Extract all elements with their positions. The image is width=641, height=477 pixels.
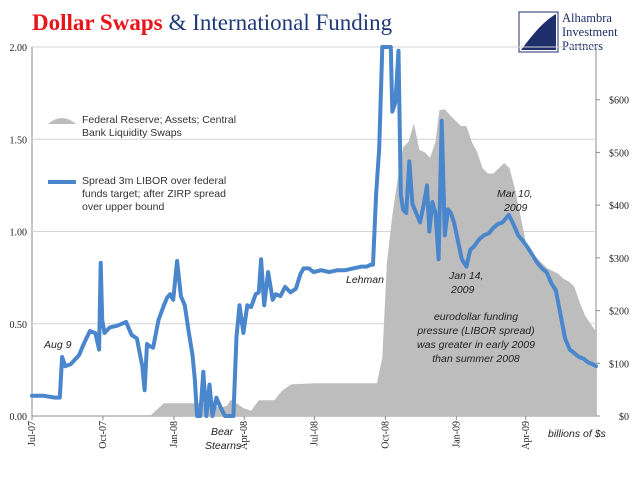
annotation-mar10-line-1: Mar 10, [497,188,533,200]
y-left-tick-label: 2.00 [10,43,28,54]
y-left-tick-label: 0.00 [10,412,28,423]
legend-label-line-line-1: Spread 3m LIBOR over federal [82,175,226,187]
brand-name-line-1: Alhambra [562,11,612,25]
x-tick-label: Jan-09 [451,421,462,448]
x-tick-label: Jul-07 [27,421,38,446]
axes: 0.00 0.50 1.00 1.50 2.00 $0 $100 $200 $300 $400 $5… [10,43,630,450]
annotation-note-line-4: than summer 2008 [432,353,520,365]
legend-swatch-area [48,118,76,124]
y-right-tick-label: $200 [609,307,629,318]
legend-label-line-line-2: funds target; after ZIRP spread [82,188,226,200]
y-left-tick-label: 1.50 [10,135,28,146]
series-line-libor-spread [30,45,598,418]
y-right-tick-label: $600 [609,96,629,107]
x-tick-label: Oct-07 [98,421,109,449]
y-right-tick-label: $400 [609,201,629,212]
chart-title-red: Dollar Swaps [32,10,163,35]
annotation-mar10-line-2: 2009 [503,202,528,214]
x-tick-label: Apr-09 [521,421,532,450]
annotation-aug9: Aug 9 [43,339,72,351]
legend: Federal Reserve; Assets; Central Bank Li… [48,114,236,213]
x-tick-label: Apr-08 [239,421,250,450]
annotation-jan14-line-1: Jan 14, [448,270,483,282]
legend-label-area-line-2: Bank Liquidity Swaps [82,127,182,139]
annotation-jan14-line-2: 2009 [450,284,475,296]
legend-label-line-line-3: over upper bound [82,201,164,213]
y-left-tick-label: 1.00 [10,228,28,239]
annotation-bear-line-1: Bear [211,426,234,438]
spread-line-layer [30,45,598,418]
right-axis-unit-label: billions of $s [548,428,607,440]
annotation-note-line-1: eurodollar funding [434,311,518,323]
x-tick-label: Jan-08 [169,421,180,448]
y-left-tick-label: 0.50 [10,320,28,331]
x-tick-label: Jul-08 [309,421,320,446]
annotation-note-line-3: was greater in early 2009 [417,339,535,351]
legend-label-area-line-1: Federal Reserve; Assets; Central [82,114,236,126]
annotation-lehman: Lehman [346,274,384,286]
swaps-area-layer [32,109,596,416]
chart-title: Dollar Swaps & International Funding [32,10,393,35]
brand-swoosh-icon [521,14,556,50]
series-area-swaps [32,109,596,416]
x-tick-label: Oct-08 [380,421,391,449]
y-right-tick-label: $100 [609,359,629,370]
brand-name-line-2: Investment [562,25,618,39]
brand-logo: Alhambra Investment Partners [518,11,618,53]
brand-name-line-3: Partners [562,39,603,53]
annotation-bear-line-2: Stearns [205,440,242,452]
annotation-note-line-2: pressure (LIBOR spread) [416,325,534,337]
chart-title-rest: & International Funding [169,10,393,35]
y-right-tick-label: $500 [609,148,629,159]
y-right-tick-label: $300 [609,254,629,265]
y-right-tick-label: $0 [619,412,629,423]
